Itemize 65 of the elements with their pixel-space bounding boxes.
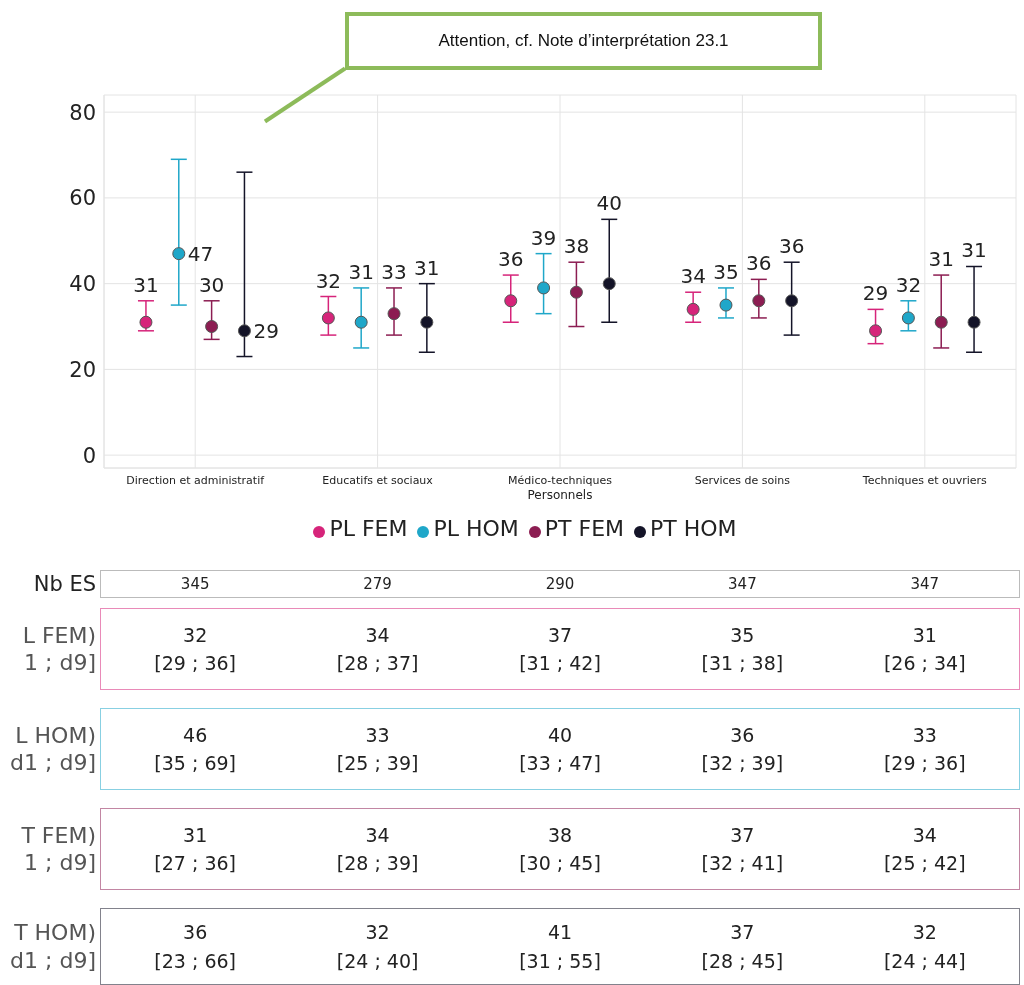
text: T HOM) d1 ; d9] [9, 919, 96, 975]
text: 36 [23 ; 66] [153, 920, 237, 974]
data-label: 31 [414, 255, 440, 280]
y-tick-label: 0 [82, 443, 96, 468]
text: 36 [32 ; 39] [700, 722, 785, 776]
text: 279 [362, 573, 393, 595]
text: 37 [32 ; 41] [700, 822, 785, 876]
text: 34 [28 ; 37] [335, 622, 420, 676]
x-tick-label: Educatifs et sociaux [322, 473, 434, 487]
y-tick-label: 60 [69, 186, 96, 211]
text: 33 [29 ; 36] [882, 722, 967, 776]
y-tick-label: 80 [69, 100, 96, 125]
data-label: 32 [895, 272, 922, 297]
x-tick-label: Médico-techniques [508, 473, 613, 487]
text: L HOM) d1 ; d9] [9, 721, 96, 777]
text: 345 [179, 573, 211, 595]
text: 33 [25 ; 39] [335, 722, 420, 776]
text: 38 [30 ; 45] [518, 822, 602, 876]
x-tick-label: Direction et administratif [126, 473, 266, 487]
text: 31 [26 ; 34] [882, 622, 967, 676]
data-label: 30 [198, 272, 225, 297]
text: 37 [31 ; 42] [518, 622, 602, 676]
data-label: 36 [498, 247, 524, 272]
data-label: 38 [563, 234, 590, 259]
data-label: 34 [680, 264, 706, 289]
text: 32 [24 ; 40] [335, 920, 420, 974]
x-axis-title: Personnels [527, 487, 593, 502]
data-label: 36 [746, 251, 772, 276]
legend-label: PL FEM [329, 516, 408, 541]
data-label: 32 [315, 268, 342, 293]
text: 347 [727, 573, 758, 595]
data-label: 31 [961, 238, 987, 263]
data-label: 47 [187, 241, 214, 266]
data-label: 29 [862, 281, 889, 306]
legend-label: PL HOM [433, 516, 519, 541]
y-tick-label: 20 [69, 357, 96, 382]
x-tick-label: Techniques et ouvriers [861, 473, 988, 487]
legend-label: PT HOM [650, 516, 737, 541]
data-label: 31 [928, 247, 954, 272]
data-label: 33 [381, 259, 407, 284]
text: 46 [35 ; 69] [153, 722, 237, 776]
text: 32 [29 ; 36] [153, 622, 237, 676]
text: 35 [31 ; 38] [700, 622, 785, 676]
text: 40 [33 ; 47] [518, 722, 602, 776]
data-label: 29 [253, 318, 279, 343]
data-label: 36 [778, 234, 805, 259]
text: 290 [544, 573, 576, 595]
text: Nb ES [32, 570, 96, 598]
legend-label: PT FEM [544, 516, 625, 541]
text: T FEM) 1 ; d9] [20, 821, 96, 877]
text: 31 [27 ; 36] [153, 822, 237, 876]
x-tick-label: Services de soins [694, 473, 791, 487]
data-label: 31 [348, 259, 374, 284]
text: 34 [28 ; 39] [335, 822, 420, 876]
y-tick-label: 40 [69, 272, 96, 297]
data-label: 39 [530, 225, 557, 250]
text: 34 [25 ; 42] [882, 822, 967, 876]
text: L FEM) 1 ; d9] [21, 621, 96, 677]
data-label: 31 [133, 272, 159, 297]
text: 37 [28 ; 45] [700, 920, 785, 974]
text: 347 [909, 573, 941, 595]
data-label: 40 [596, 191, 622, 216]
text: 32 [24 ; 44] [882, 920, 967, 974]
text: 41 [31 ; 55] [518, 920, 602, 974]
data-label: 35 [713, 259, 739, 284]
